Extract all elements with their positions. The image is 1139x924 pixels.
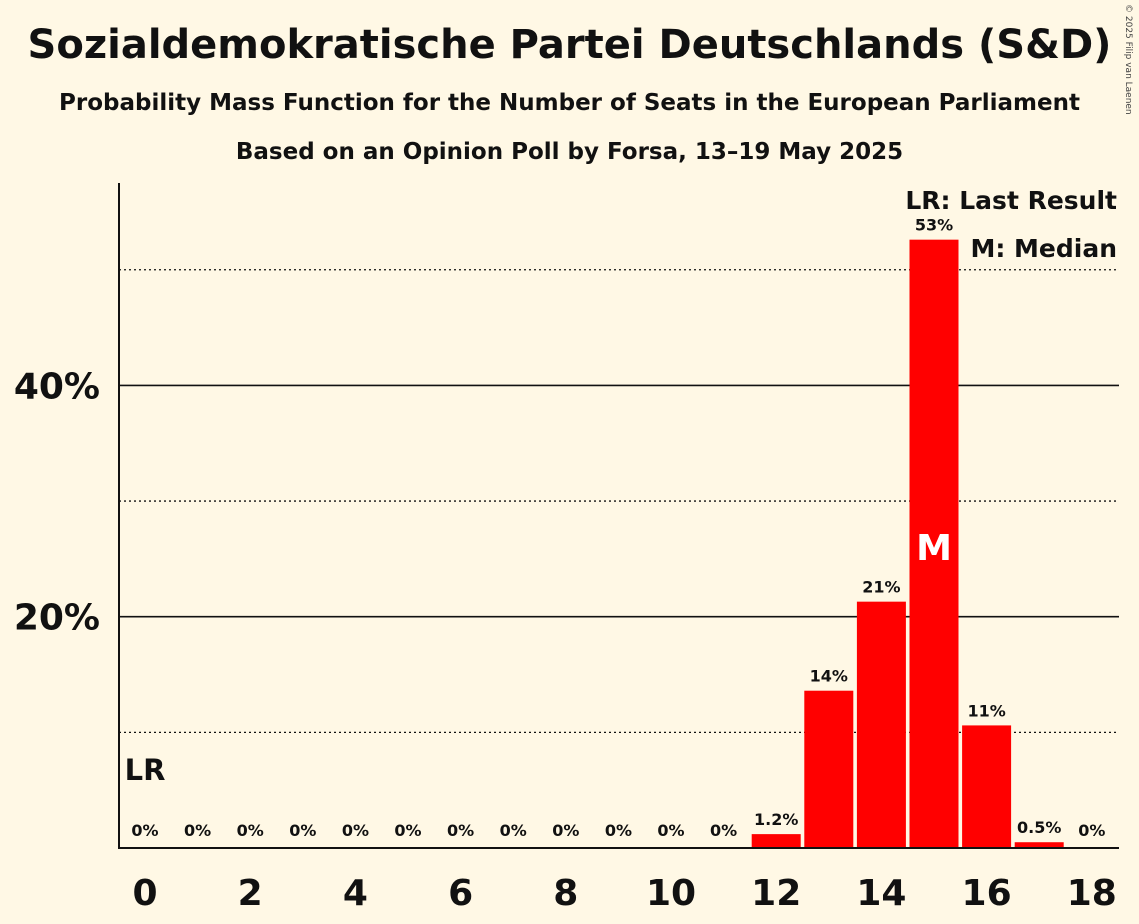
data-label-seat-17: 0.5% [1017, 818, 1061, 837]
bar-seat-13 [804, 690, 854, 848]
bar-seat-16 [962, 725, 1012, 848]
data-label-seat-16: 11% [967, 701, 1005, 720]
gridlines [119, 269, 1119, 733]
data-label-seat-13: 14% [810, 667, 848, 686]
data-label-seat-8: 0% [552, 821, 579, 840]
data-label-seat-12: 1.2% [754, 810, 798, 829]
x-tick-label: 4 [343, 873, 368, 914]
data-label-seat-6: 0% [447, 821, 474, 840]
data-label-seat-4: 0% [342, 821, 369, 840]
data-label-seat-5: 0% [394, 821, 421, 840]
data-label-seat-3: 0% [289, 821, 316, 840]
x-tick-label: 16 [962, 873, 1012, 914]
data-label-seat-9: 0% [605, 821, 632, 840]
x-tick-label: 2 [238, 873, 263, 914]
x-tick-label: 8 [553, 873, 578, 914]
legend-last-result: LR: Last Result [905, 186, 1117, 215]
x-tick-label: 18 [1067, 873, 1117, 914]
x-tick-label: 0 [132, 873, 157, 914]
data-label-seat-1: 0% [184, 821, 211, 840]
bar-seat-12 [751, 834, 801, 848]
chart-title: Sozialdemokratische Partei Deutschlands … [27, 22, 1112, 68]
last-result-marker: LR [125, 753, 166, 787]
axes: 20% 40% 0 2 4 6 8 10 12 14 16 18 [14, 183, 1119, 914]
data-label-seat-14: 21% [862, 578, 900, 597]
bars-group [751, 239, 1064, 849]
x-tick-label: 12 [751, 873, 801, 914]
bar-seat-17 [1014, 842, 1064, 848]
data-label-seat-18: 0% [1078, 821, 1105, 840]
data-label-seat-11: 0% [710, 821, 737, 840]
data-label-seat-10: 0% [657, 821, 684, 840]
data-label-seat-0: 0% [131, 821, 158, 840]
data-label-seat-7: 0% [500, 821, 527, 840]
data-label-seat-2: 0% [237, 821, 264, 840]
y-tick-label: 40% [14, 366, 100, 407]
y-tick-label: 20% [14, 598, 100, 639]
chart-source-note: Based on an Opinion Poll by Forsa, 13–19… [235, 139, 904, 165]
chart-subtitle: Probability Mass Function for the Number… [59, 90, 1080, 116]
bar-seat-14 [856, 601, 906, 848]
data-labels: 0% 0% 0% 0% 0% 0% 0% 0% 0% 0% 0% 0% 1.2% 14% 21% 53% 11%… [125, 216, 1106, 840]
x-tick-label: 14 [856, 873, 906, 914]
data-label-seat-15: 53% [915, 216, 953, 235]
x-tick-label: 6 [448, 873, 473, 914]
median-marker: M [916, 528, 952, 569]
bar-seat-15 [909, 239, 959, 849]
x-tick-label: 10 [646, 873, 696, 914]
legend-median: M: Median [970, 234, 1117, 263]
